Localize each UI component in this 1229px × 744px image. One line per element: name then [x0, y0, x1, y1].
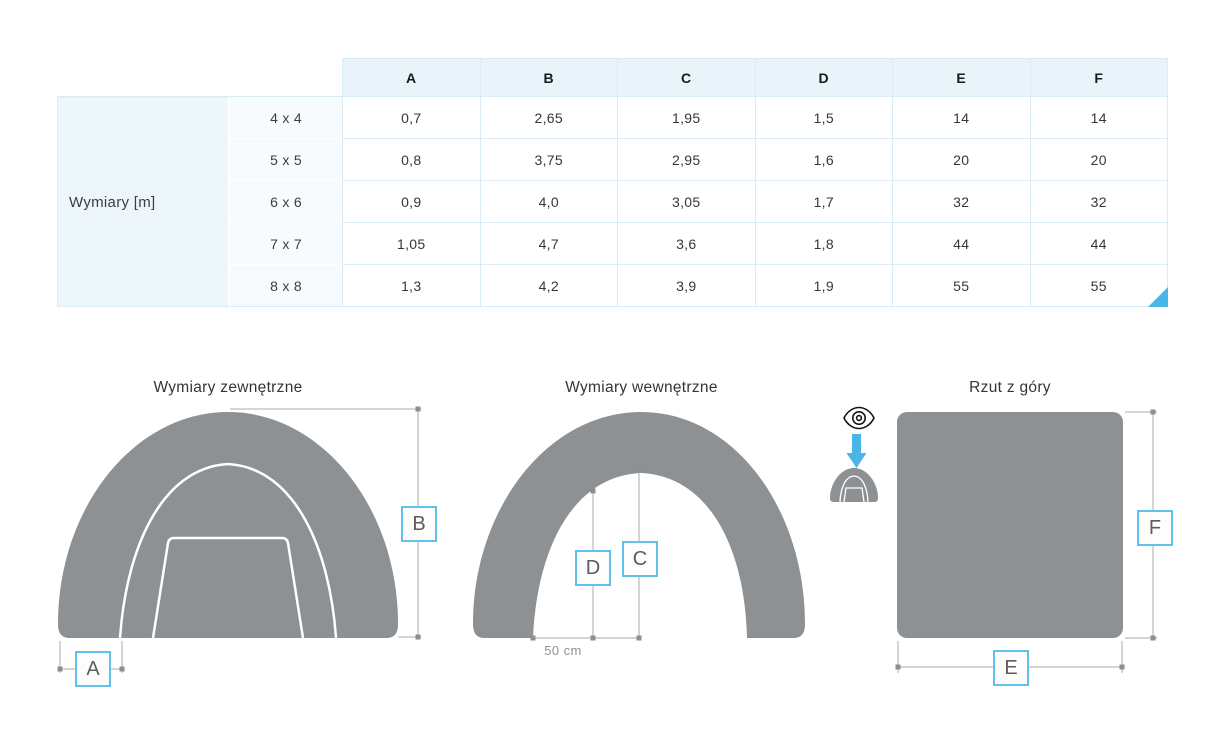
external-dimensions-diagram: Wymiary zewnętrzne A B: [57, 376, 453, 696]
size-cell: 5 x 5: [230, 139, 343, 181]
size-cell: 6 x 6: [230, 181, 343, 223]
table-cell: 32: [893, 181, 1031, 223]
dimension-label-f: F: [1137, 510, 1173, 546]
tent-section-view-drawing: [473, 412, 805, 641]
column-header: C: [618, 58, 756, 97]
table-cell: 1,8: [755, 223, 893, 265]
table-cell: 4,0: [480, 181, 618, 223]
table-cell: 4,7: [480, 223, 618, 265]
table-cell: 55: [893, 265, 1031, 307]
dimension-label-d: D: [575, 550, 611, 586]
dimension-label-c: C: [622, 541, 658, 577]
dimension-label-a: A: [75, 651, 111, 687]
table-cell: 14: [1030, 97, 1168, 139]
diagram-title: Wymiary zewnętrzne: [153, 379, 303, 396]
table-corner-accent-triangle: [1148, 287, 1168, 307]
table-cell: 2,95: [618, 139, 756, 181]
column-header: F: [1030, 58, 1168, 97]
down-arrow-icon: [846, 434, 867, 468]
table-cell: 0,9: [343, 181, 481, 223]
offset-distance-label: 50 cm: [544, 643, 582, 658]
table-cell: 0,7: [343, 97, 481, 139]
table-cell: 1,6: [755, 139, 893, 181]
tent-front-view-drawing: [57, 406, 421, 673]
table-cell: 1,05: [343, 223, 481, 265]
dimension-label-b: B: [401, 506, 437, 542]
table-cell: 55: [1030, 265, 1168, 307]
size-cell: 8 x 8: [230, 265, 343, 307]
table-cell: 44: [1030, 223, 1168, 265]
size-cell: 4 x 4: [230, 97, 343, 139]
table-cell: 0,8: [343, 139, 481, 181]
table-cell: 2,65: [480, 97, 618, 139]
column-header: A: [343, 58, 481, 97]
column-header: D: [755, 58, 893, 97]
table-cell: 1,95: [618, 97, 756, 139]
internal-dimensions-diagram: Wymiary wewnętrzne D C 50 cm: [473, 376, 818, 676]
row-group-header: Wymiary [m]: [57, 97, 230, 307]
table-cell: 3,9: [618, 265, 756, 307]
table-cell: 14: [893, 97, 1031, 139]
table-cell: 1,9: [755, 265, 893, 307]
table-cell: 4,2: [480, 265, 618, 307]
diagram-title: Rzut z góry: [969, 379, 1051, 396]
tent-outer-shape: [58, 412, 398, 638]
table-cell: 32: [1030, 181, 1168, 223]
tent-front-mini-icon: [830, 468, 878, 503]
tent-footprint-shape: [897, 412, 1123, 638]
table-cell: 1,5: [755, 97, 893, 139]
tent-inner-arch-line: [118, 462, 338, 639]
table-cell: 20: [893, 139, 1031, 181]
table-cell: 3,05: [618, 181, 756, 223]
table-cell: 20: [1030, 139, 1168, 181]
table-cell: 3,6: [618, 223, 756, 265]
column-header: B: [480, 58, 618, 97]
dimension-label-e: E: [993, 650, 1029, 686]
diagram-title: Wymiary wewnętrzne: [565, 379, 718, 396]
top-view-diagram: Rzut z góry F E: [895, 376, 1192, 696]
table-cell: 3,75: [480, 139, 618, 181]
tent-arch-shape: [473, 412, 805, 638]
eye-icon: [843, 406, 875, 430]
table-cell: 1,3: [343, 265, 481, 307]
view-direction-indicator: [828, 405, 880, 505]
column-header: E: [893, 58, 1031, 97]
table-cell: 1,7: [755, 181, 893, 223]
size-cell: 7 x 7: [230, 223, 343, 265]
table-cell: 44: [893, 223, 1031, 265]
table-corner-empty: [57, 58, 343, 97]
tent-door-line: [151, 536, 305, 639]
dimensions-table: A B C D E F Wymiary [m] 4 x 4 0,7 2,65 1…: [57, 58, 1168, 307]
